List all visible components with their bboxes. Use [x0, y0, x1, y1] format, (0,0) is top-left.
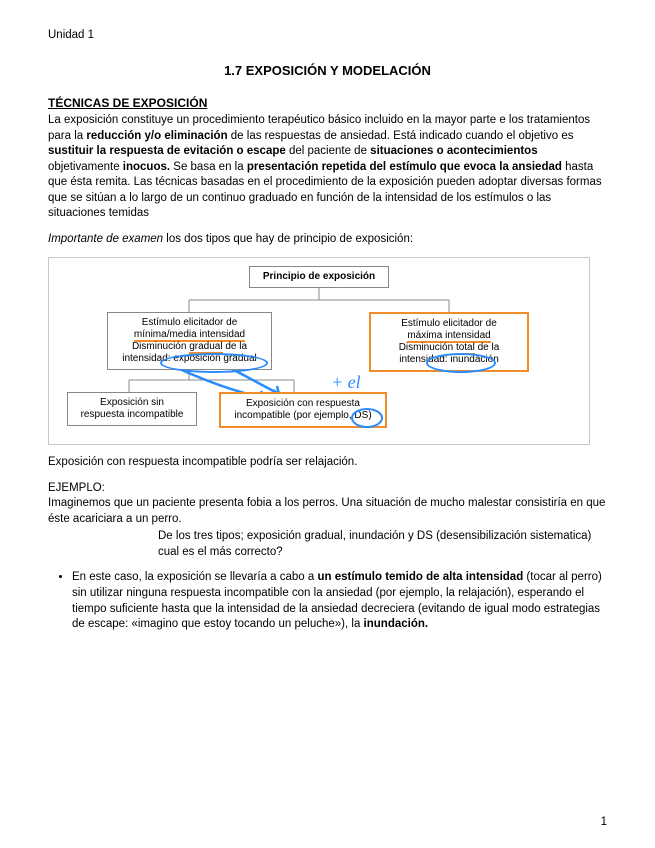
section-heading: TÉCNICAS DE EXPOSICIÓN	[48, 95, 607, 111]
text: Disminución	[132, 341, 189, 352]
example-bullet-list: En este caso, la exposición se llevaría …	[48, 570, 607, 632]
text: incompatible (por ejemplo,	[234, 410, 354, 421]
page-number: 1	[601, 816, 607, 828]
list-item: En este caso, la exposición se llevaría …	[72, 570, 607, 632]
diagram-bottom-left-node: Exposición sin respuesta incompatible	[67, 392, 197, 426]
text: objetivamente	[48, 161, 123, 173]
text-bold: un estímulo temido de alta intensidad	[317, 571, 523, 583]
text: respuesta incompatible	[74, 409, 190, 421]
example-label: EJEMPLO:	[48, 481, 607, 497]
text-italic: Importante de examen	[48, 233, 163, 245]
text: Exposición sin	[74, 397, 190, 409]
text: de la	[475, 342, 499, 353]
text: Estímulo elicitador de	[377, 318, 521, 330]
diagram-root-node: Principio de exposición	[249, 266, 389, 288]
exam-note: Importante de examen los dos tipos que h…	[48, 232, 607, 248]
node-label: Principio de exposición	[263, 271, 375, 282]
text-bold: inocuos.	[123, 161, 170, 173]
text: máxima intensidad	[377, 330, 521, 342]
text: En este caso, la exposición se llevaría …	[72, 571, 317, 583]
text-bold: sustituir la respuesta de evitación o es…	[48, 145, 286, 157]
after-diagram-text: Exposición con respuesta incompatible po…	[48, 455, 607, 471]
text: de la	[223, 341, 247, 352]
text: los dos tipos que hay de principio de ex…	[163, 233, 413, 245]
unit-header: Unidad 1	[48, 28, 607, 44]
page: Unidad 1 1.7 EXPOSICIÓN Y MODELACIÓN TÉC…	[0, 0, 655, 659]
text: del paciente de	[286, 145, 370, 157]
text: Se basa en la	[170, 161, 247, 173]
example-p2: De los tres tipos; exposición gradual, i…	[48, 529, 607, 560]
text: de las respuestas de ansiedad. Está indi…	[228, 130, 574, 142]
annotation-text: + el	[331, 372, 361, 392]
text-bold: inundación.	[364, 618, 429, 630]
text: Estímulo elicitador de	[114, 317, 265, 329]
text: mínima/media intensidad	[114, 329, 265, 341]
exposure-diagram: Principio de exposición Estímulo elicita…	[48, 257, 590, 445]
text-bold: reducción y/o eliminación	[86, 130, 227, 142]
blue-handwriting-annotation: + el	[331, 370, 361, 394]
example-p1: Imaginemos que un paciente presenta fobi…	[48, 496, 607, 527]
text: Disminución	[399, 342, 456, 353]
page-title: 1.7 EXPOSICIÓN Y MODELACIÓN	[48, 62, 607, 80]
text-bold: situaciones o acontecimientos	[370, 145, 537, 157]
text-bold: presentación repetida del estímulo que e…	[247, 161, 562, 173]
intro-paragraph: La exposición constituye un procedimient…	[48, 113, 607, 222]
text: Disminución gradual de la	[114, 341, 265, 353]
text: Exposición con respuesta	[227, 398, 379, 410]
